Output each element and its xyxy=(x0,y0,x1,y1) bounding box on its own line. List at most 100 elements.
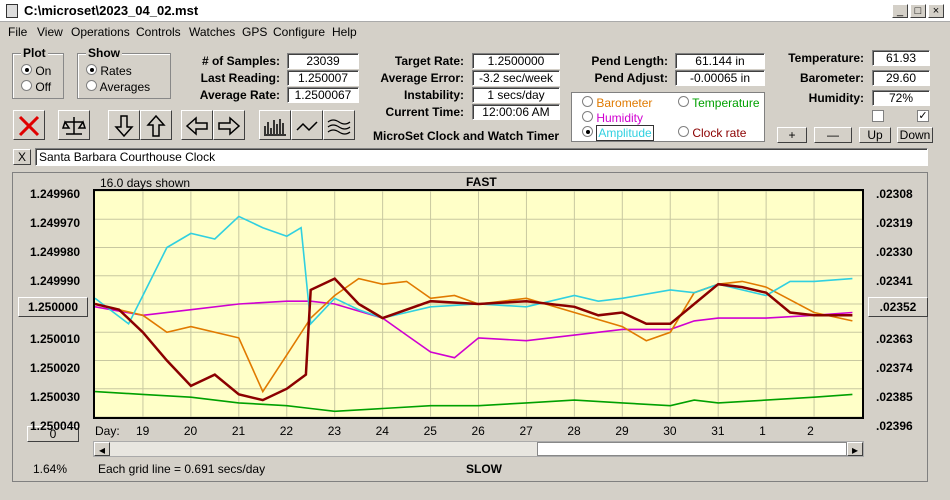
series-humidity xyxy=(94,300,853,359)
right-arrow-button[interactable] xyxy=(213,110,245,140)
average-rate-field: 1.2500067 xyxy=(287,87,359,103)
pend-adjust-label: Pend Adjust: xyxy=(594,71,668,85)
barometer-field: 29.60 xyxy=(872,70,930,86)
stop-button[interactable] xyxy=(13,110,45,140)
samples-field: 23039 xyxy=(287,53,359,69)
menu-file[interactable]: File xyxy=(8,25,28,39)
humidity-field: 72% xyxy=(872,90,930,106)
fast-label: FAST xyxy=(466,175,497,189)
menu-gps[interactable]: GPS xyxy=(242,25,268,39)
x-tick: 29 xyxy=(615,424,629,438)
show-rates-radio[interactable]: Rates xyxy=(86,64,132,78)
scroll-left-arrow[interactable]: ◂ xyxy=(94,442,110,457)
up-arrow-button[interactable] xyxy=(140,110,172,140)
channel-barometer-radio[interactable]: Barometer xyxy=(582,96,652,110)
channel-humidity-radio[interactable]: Humidity xyxy=(582,111,643,125)
clock-name-field[interactable]: Santa Barbara Courthouse Clock xyxy=(35,148,928,166)
menu-bar: File View Operations Controls Watches GP… xyxy=(0,22,950,42)
scroll-right-arrow[interactable]: ▸ xyxy=(847,442,863,457)
average-error-label: Average Error: xyxy=(380,71,464,85)
arrow-down-icon xyxy=(114,115,134,138)
plot-area xyxy=(93,189,864,419)
y-tick-right: .02363 xyxy=(876,332,913,346)
y-tick-right: .02396 xyxy=(876,419,913,433)
channel-temperature-radio[interactable]: Temperature xyxy=(678,96,760,110)
plot-on-radio[interactable]: On xyxy=(21,64,51,78)
channel-clockrate-radio[interactable]: Clock rate xyxy=(678,126,746,140)
x-tick: 31 xyxy=(711,424,725,438)
down-arrow-button[interactable] xyxy=(108,110,140,140)
y-tick-left: 1.250040 xyxy=(30,419,81,433)
current-time-field: 12:00:06 AM xyxy=(472,104,560,120)
smooth-plot-button[interactable] xyxy=(323,110,355,140)
zero-button[interactable]: 0 xyxy=(27,426,79,442)
x-tick: 20 xyxy=(183,424,198,438)
down-button[interactable]: Down xyxy=(897,127,933,143)
menu-operations[interactable]: Operations xyxy=(71,25,130,39)
window-title: C:\microset\2023_04_02.mst xyxy=(24,3,199,18)
target-rate-label: Target Rate: xyxy=(394,54,464,68)
center-amplitude-button[interactable]: .02352 xyxy=(868,297,928,317)
arrow-up-icon xyxy=(146,114,166,137)
menu-controls[interactable]: Controls xyxy=(136,25,181,39)
center-rate-button[interactable]: 1.250000 xyxy=(18,297,88,317)
channel-amplitude-radio[interactable]: Amplitude xyxy=(582,125,654,141)
pend-length-label: Pend Length: xyxy=(591,54,668,68)
x-tick: 24 xyxy=(375,424,389,438)
x-tick: 1 xyxy=(759,424,766,438)
y-tick-right: .02374 xyxy=(876,361,913,375)
menu-configure[interactable]: Configure xyxy=(273,25,326,39)
target-rate-field[interactable]: 1.2500000 xyxy=(472,53,560,69)
plot-group-caption: Plot xyxy=(21,46,48,60)
left-arrow-button[interactable] xyxy=(181,110,213,140)
slow-label: SLOW xyxy=(466,462,502,476)
y-axis-left: 1.249960 1.249970 1.249980 1.249990 1.250010… xyxy=(18,185,88,433)
samples-label: # of Samples: xyxy=(201,54,280,68)
horizontal-scrollbar[interactable]: ◂ ▸ xyxy=(93,441,864,457)
clear-clock-button[interactable]: X xyxy=(13,149,31,165)
line-plot-icon xyxy=(296,121,318,132)
x-tick: 19 xyxy=(135,424,150,438)
title-bar: C:\microset\2023_04_02.mst _ □ × xyxy=(0,0,950,22)
x-axis: 19 20 21 22 23 24 25 26 27 28 29 30 31 1 2 xyxy=(93,424,864,440)
red-x-icon xyxy=(18,115,40,137)
temperature-field: 61.93 xyxy=(872,50,930,66)
histogram-button[interactable] xyxy=(259,110,291,140)
pend-length-field[interactable]: 61.144 in xyxy=(675,53,765,69)
y-tick-right: .02341 xyxy=(876,274,913,288)
show-averages-radio[interactable]: Averages xyxy=(86,80,150,94)
x-tick: 26 xyxy=(471,424,485,438)
y-tick-left: 1.249980 xyxy=(30,245,81,259)
line-plot-button[interactable] xyxy=(291,110,323,140)
x-tick: 25 xyxy=(423,424,437,438)
y-tick-right: .02319 xyxy=(876,216,913,230)
menu-view[interactable]: View xyxy=(37,25,63,39)
last-reading-field: 1.250007 xyxy=(287,70,359,86)
y-tick-left: 1.249990 xyxy=(30,274,81,288)
app-subtitle: MicroSet Clock and Watch Timer xyxy=(373,129,560,143)
maximize-button[interactable]: □ xyxy=(910,4,926,18)
y-tick-right: .02385 xyxy=(876,390,913,404)
scroll-thumb[interactable] xyxy=(537,442,847,456)
instability-label: Instability: xyxy=(403,88,464,102)
minus-button[interactable]: — xyxy=(814,127,852,143)
instability-field: 1 secs/day xyxy=(472,87,560,103)
percent-label: 1.64% xyxy=(33,462,68,476)
option-checkbox-1[interactable] xyxy=(872,110,884,122)
pend-adjust-field: -0.00065 in xyxy=(675,70,765,86)
gridline-label: Each grid line = 0.691 secs/day xyxy=(98,462,266,476)
average-rate-label: Average Rate: xyxy=(199,88,280,102)
y-axis-right: .02308 .02319 .02330 .02341 .02363 .02374 .023… xyxy=(870,185,930,433)
close-button[interactable]: × xyxy=(928,4,944,18)
line-chart xyxy=(94,190,862,418)
up-button[interactable]: Up xyxy=(859,127,891,143)
balance-button[interactable] xyxy=(58,110,90,140)
minimize-button[interactable]: _ xyxy=(892,4,908,18)
menu-help[interactable]: Help xyxy=(332,25,357,39)
plus-button[interactable]: + xyxy=(777,127,807,143)
menu-watches[interactable]: Watches xyxy=(189,25,236,39)
option-checkbox-2[interactable]: ✓ xyxy=(917,110,929,122)
histogram-icon xyxy=(264,119,286,136)
plot-off-radio[interactable]: Off xyxy=(21,80,51,94)
x-tick: 28 xyxy=(567,424,581,438)
